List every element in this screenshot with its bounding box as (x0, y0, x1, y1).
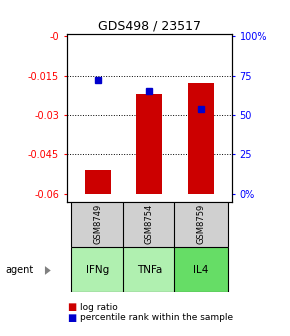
Bar (175, 247, 228, 292)
Bar (85, 170, 110, 194)
Bar (71, 247, 124, 292)
Text: IFNg: IFNg (86, 265, 109, 275)
Bar (175, 202, 228, 247)
Text: percentile rank within the sample: percentile rank within the sample (80, 313, 233, 322)
Text: GSM8749: GSM8749 (93, 204, 102, 244)
Text: GSM8759: GSM8759 (197, 204, 206, 244)
Text: ■: ■ (67, 302, 76, 312)
Text: TNFa: TNFa (137, 265, 162, 275)
Bar (188, 83, 214, 194)
Polygon shape (45, 266, 51, 275)
Bar (123, 202, 176, 247)
Bar (71, 202, 124, 247)
Text: agent: agent (6, 265, 34, 276)
Title: GDS498 / 23517: GDS498 / 23517 (98, 19, 201, 33)
Text: GSM8754: GSM8754 (145, 204, 154, 244)
Bar (136, 94, 162, 194)
Bar (123, 247, 176, 292)
Text: ■: ■ (67, 312, 76, 323)
Text: IL4: IL4 (193, 265, 209, 275)
Text: log ratio: log ratio (80, 303, 117, 312)
